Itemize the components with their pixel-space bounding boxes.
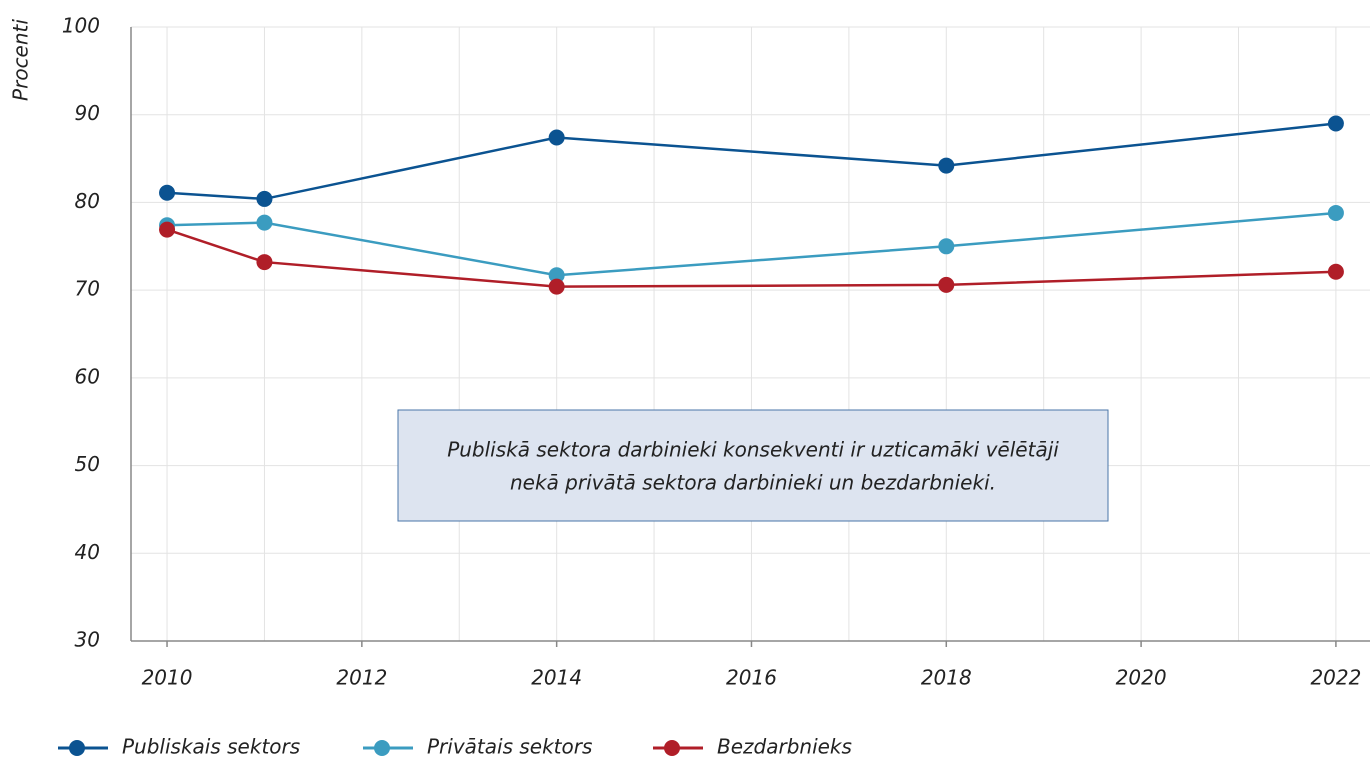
annotation-text: nekā privātā sektora darbinieki un bezda… (510, 471, 996, 495)
y-tick-label: 100 (62, 14, 100, 38)
data-point (548, 129, 565, 146)
legend-swatch (664, 740, 680, 756)
grid (131, 26, 1370, 642)
data-point (1327, 115, 1344, 132)
data-point (256, 254, 273, 271)
data-point (159, 221, 176, 238)
data-point (256, 190, 273, 207)
annotation-box (397, 409, 1109, 522)
data-point (1327, 263, 1344, 280)
x-tick-label: 2016 (726, 666, 777, 690)
data-point (548, 267, 565, 284)
annotation-text: Publiskā sektora darbinieki konsekventi … (447, 438, 1059, 462)
legend-item: Bezdarbnieks (653, 735, 852, 759)
legend-swatch (69, 740, 85, 756)
y-tick-label: 40 (75, 540, 100, 564)
y-tick-label: 50 (75, 452, 100, 476)
legend-swatch (374, 740, 390, 756)
data-point (256, 214, 273, 231)
x-tick-label: 2018 (921, 666, 972, 690)
data-point (1327, 204, 1344, 221)
data-point (548, 278, 565, 295)
x-tick-label: 2022 (1310, 666, 1361, 690)
legend-label: Bezdarbnieks (717, 735, 852, 759)
data-point (938, 157, 955, 174)
x-tick-label: 2020 (1116, 666, 1167, 690)
y-axis-label: Procenti (9, 19, 33, 101)
x-tick-label: 2014 (531, 666, 582, 690)
y-tick-label: 70 (75, 277, 100, 301)
y-tick-label: 90 (75, 101, 100, 125)
data-point (159, 184, 176, 201)
y-tick-label: 80 (75, 189, 100, 213)
legend-label: Publiskais sektors (122, 735, 300, 759)
legend-item: Publiskais sektors (58, 735, 300, 759)
legend-label: Privātais sektors (427, 735, 592, 759)
data-point (938, 276, 955, 293)
data-point (938, 238, 955, 255)
y-tick-label: 30 (75, 628, 100, 652)
x-tick-label: 2012 (336, 666, 387, 690)
legend-item: Privātais sektors (363, 735, 592, 759)
y-tick-label: 60 (75, 364, 100, 388)
x-tick-label: 2010 (142, 666, 193, 690)
